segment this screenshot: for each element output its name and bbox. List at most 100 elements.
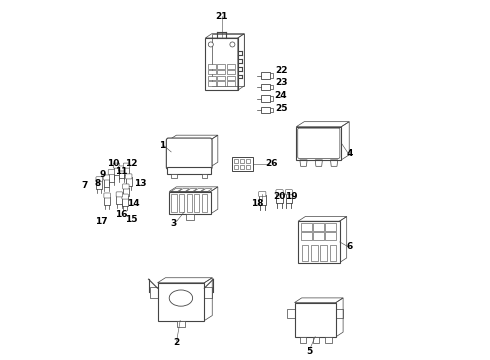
Polygon shape [212,34,245,86]
Bar [270,96,273,101]
Bar [330,246,336,261]
Text: 22: 22 [275,66,287,75]
Bar [270,85,273,89]
FancyBboxPatch shape [123,163,130,168]
Bar [261,107,270,113]
Bar [186,214,194,220]
Bar [187,194,192,212]
Text: 14: 14 [127,199,140,208]
Bar [270,73,273,78]
Polygon shape [149,287,157,298]
Bar [301,223,312,231]
Bar [301,232,312,240]
FancyBboxPatch shape [259,192,266,197]
Text: 24: 24 [275,91,287,100]
Text: 8: 8 [94,179,100,188]
Polygon shape [296,122,349,127]
Text: 11: 11 [115,166,127,176]
Bar [123,188,129,196]
Bar [270,108,273,112]
Text: 10: 10 [107,159,120,168]
Bar [179,194,184,212]
Bar [117,195,122,204]
Bar [296,127,342,160]
Ellipse shape [230,42,235,47]
Bar [201,194,207,212]
Bar [240,159,245,163]
Polygon shape [178,189,189,192]
Polygon shape [169,135,218,140]
Polygon shape [336,309,343,318]
Bar [246,159,250,163]
Bar [261,84,270,90]
Bar [172,194,177,212]
Polygon shape [157,278,212,283]
Text: 5: 5 [307,346,313,356]
Polygon shape [300,160,307,166]
Text: 3: 3 [170,219,176,228]
Bar [114,167,120,175]
FancyBboxPatch shape [125,174,132,179]
Bar [313,337,319,343]
Polygon shape [171,189,182,192]
Ellipse shape [169,290,193,306]
Bar [302,246,308,261]
Bar [234,159,239,163]
Bar [201,174,207,178]
Bar [240,165,245,169]
Bar [246,165,250,169]
Bar [259,195,266,205]
Text: 18: 18 [251,199,264,208]
Polygon shape [194,189,204,192]
Polygon shape [330,160,338,166]
Text: 9: 9 [99,170,106,179]
Text: 16: 16 [115,210,127,219]
Bar [119,170,124,178]
Text: 25: 25 [275,104,287,113]
Text: 23: 23 [275,78,287,87]
Bar [217,81,225,86]
Bar [217,70,225,75]
FancyBboxPatch shape [276,190,283,195]
Bar [126,177,132,186]
Text: 6: 6 [346,242,352,251]
Polygon shape [298,217,347,221]
Text: 26: 26 [266,159,278,168]
Polygon shape [294,298,343,302]
Polygon shape [210,135,218,167]
Text: 15: 15 [125,215,138,224]
FancyBboxPatch shape [166,138,212,170]
Polygon shape [342,122,349,160]
Bar [208,64,216,69]
Text: 19: 19 [286,192,298,201]
Polygon shape [204,278,212,320]
Bar [227,70,235,75]
Bar [313,223,324,231]
Bar [97,180,102,189]
Text: 7: 7 [82,181,88,190]
Bar [103,179,109,187]
Bar [227,81,235,86]
Bar [217,64,225,69]
Text: 12: 12 [125,159,138,168]
FancyBboxPatch shape [103,175,110,180]
Bar [169,192,211,214]
Bar [276,193,283,203]
FancyBboxPatch shape [122,194,128,199]
Bar [123,167,129,175]
Bar [320,246,327,261]
Bar [227,64,235,69]
Bar [208,81,216,86]
FancyBboxPatch shape [298,128,340,158]
FancyBboxPatch shape [285,190,293,195]
Polygon shape [238,34,245,90]
Bar [313,232,324,240]
Text: 21: 21 [215,12,228,21]
Polygon shape [340,217,347,263]
Bar [122,198,128,206]
Bar [261,72,270,79]
Polygon shape [201,189,212,192]
Polygon shape [211,187,218,214]
Polygon shape [204,287,212,298]
Polygon shape [336,298,343,337]
